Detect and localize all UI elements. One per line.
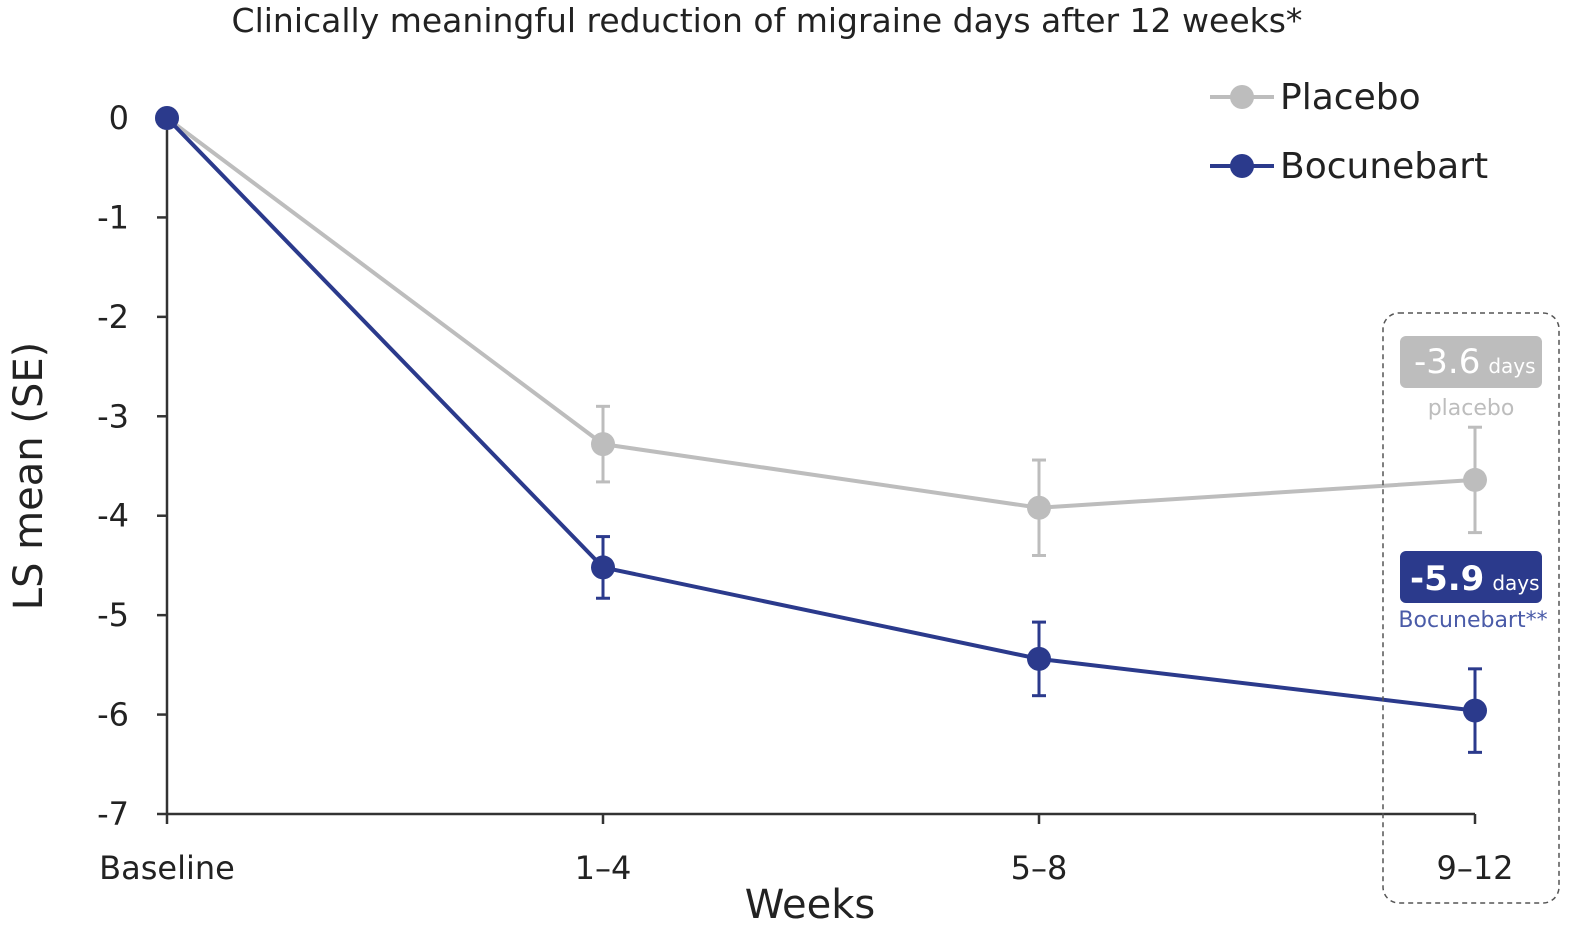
y-tick-label: -4 bbox=[97, 497, 129, 535]
x-axis-title: Weeks bbox=[745, 882, 875, 928]
series-layer bbox=[155, 106, 1487, 754]
legend-label-placebo: Placebo bbox=[1280, 77, 1421, 118]
drug-value: -5.9 bbox=[1410, 559, 1484, 599]
y-tick-label: -3 bbox=[97, 397, 129, 435]
placebo-value: -3.6 bbox=[1414, 342, 1480, 382]
placebo-point bbox=[1463, 467, 1487, 492]
highlight-callout: -3.6 days placebo -5.9 days Bocunebart** bbox=[1382, 312, 1560, 904]
legend-marker-bocunebart bbox=[1230, 154, 1254, 178]
x-tick-label: 1–4 bbox=[575, 849, 632, 887]
y-tick-label: -1 bbox=[97, 198, 129, 236]
drug-value-text: -5.9 days bbox=[1410, 559, 1540, 599]
drug-unit: days bbox=[1492, 571, 1539, 595]
placebo-value-text: -3.6 days bbox=[1414, 342, 1536, 382]
y-tick-label: -7 bbox=[97, 795, 129, 833]
y-tick-label: -2 bbox=[97, 298, 129, 336]
placebo-caption: placebo bbox=[1428, 396, 1515, 421]
legend-marker-placebo bbox=[1230, 85, 1254, 109]
highlight-box bbox=[1382, 312, 1560, 904]
legend-label-bocunebart: Bocunebart bbox=[1280, 146, 1488, 187]
x-ticks: Baseline 1–4 5–8 9–12 bbox=[99, 814, 1514, 887]
placebo-unit: days bbox=[1488, 354, 1535, 378]
placebo-point bbox=[591, 432, 615, 457]
placebo-line bbox=[165, 116, 1476, 510]
placebo-value-badge bbox=[1400, 336, 1542, 388]
placebo-point bbox=[1027, 495, 1051, 520]
chart-title: Clinically meaningful reduction of migra… bbox=[232, 1, 1303, 40]
bocunebart-line bbox=[165, 116, 1476, 713]
y-tick-label: -5 bbox=[97, 596, 129, 634]
drug-caption: Bocunebart** bbox=[1398, 608, 1547, 633]
y-ticks: 0 -1 -2 -3 -4 -5 -6 -7 bbox=[97, 99, 167, 833]
x-tick-label: 9–12 bbox=[1436, 849, 1513, 887]
y-axis-title: LS mean (SE) bbox=[6, 342, 52, 610]
bocunebart-point bbox=[591, 555, 615, 580]
y-tick-label: 0 bbox=[109, 99, 129, 137]
bocunebart-point bbox=[155, 106, 179, 130]
x-tick-label: 5–8 bbox=[1011, 849, 1068, 887]
legend: Placebo Bocunebart bbox=[1210, 77, 1488, 187]
series-bocunebart bbox=[155, 106, 1487, 754]
drug-value-badge bbox=[1400, 551, 1542, 603]
bocunebart-point bbox=[1463, 698, 1487, 723]
x-tick-label: Baseline bbox=[99, 849, 235, 887]
y-tick-label: -6 bbox=[97, 696, 129, 734]
bocunebart-point bbox=[1027, 646, 1051, 671]
